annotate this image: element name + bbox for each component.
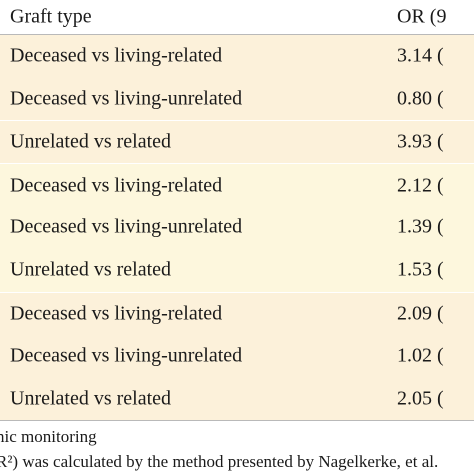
table-cell: 2.09 ( [397, 302, 444, 325]
table-cell: Deceased vs living-unrelated [10, 87, 243, 110]
table-cell: 1.53 ( [397, 258, 444, 281]
table-row: Unrelated vs related 3.93 ( [0, 120, 474, 164]
table-row: Deceased vs living-unrelated 1.39 ( [0, 206, 474, 249]
table-row: Unrelated vs related 1.53 ( [0, 249, 474, 292]
table-row: Deceased vs living-related 2.09 ( [0, 291, 474, 336]
table-cell: Deceased vs living-unrelated [10, 344, 243, 367]
header-cell: OR (9 [397, 5, 447, 28]
table-cell: 3.14 ( [397, 44, 444, 67]
table-cell: Deceased vs living-related [10, 44, 223, 67]
table-row: Deceased vs living-related 3.14 ( [0, 35, 474, 78]
header-row: Graft type OR (9 [0, 0, 474, 35]
footnote: nic monitoring [0, 427, 97, 446]
table-cell: 1.39 ( [397, 215, 444, 238]
table-cell: Deceased vs living-unrelated [10, 215, 243, 238]
table-cell: 3.93 ( [397, 130, 444, 153]
table-row: Deceased vs living-unrelated 0.80 ( [0, 77, 474, 121]
table-cell: Deceased vs living-related [10, 302, 223, 325]
table-cell: Deceased vs living-related [10, 174, 223, 197]
table-row: Deceased vs living-unrelated 1.02 ( [0, 334, 474, 378]
footnote: R²) was calculated by the method present… [0, 452, 439, 471]
table-cell: 1.02 ( [397, 344, 444, 367]
table-rule [0, 420, 474, 421]
header-cell: Graft type [10, 5, 92, 28]
table-cell: 0.80 ( [397, 87, 444, 110]
table-row: Unrelated vs related 2.05 ( [0, 377, 474, 420]
table-cell: Unrelated vs related [10, 130, 172, 153]
table-row: Deceased vs living-related 2.12 ( [0, 163, 474, 207]
table-cell: Unrelated vs related [10, 258, 172, 281]
table-cell: 2.12 ( [397, 174, 444, 197]
table-cell: Unrelated vs related [10, 387, 172, 410]
table-cell: 2.05 ( [397, 387, 444, 410]
